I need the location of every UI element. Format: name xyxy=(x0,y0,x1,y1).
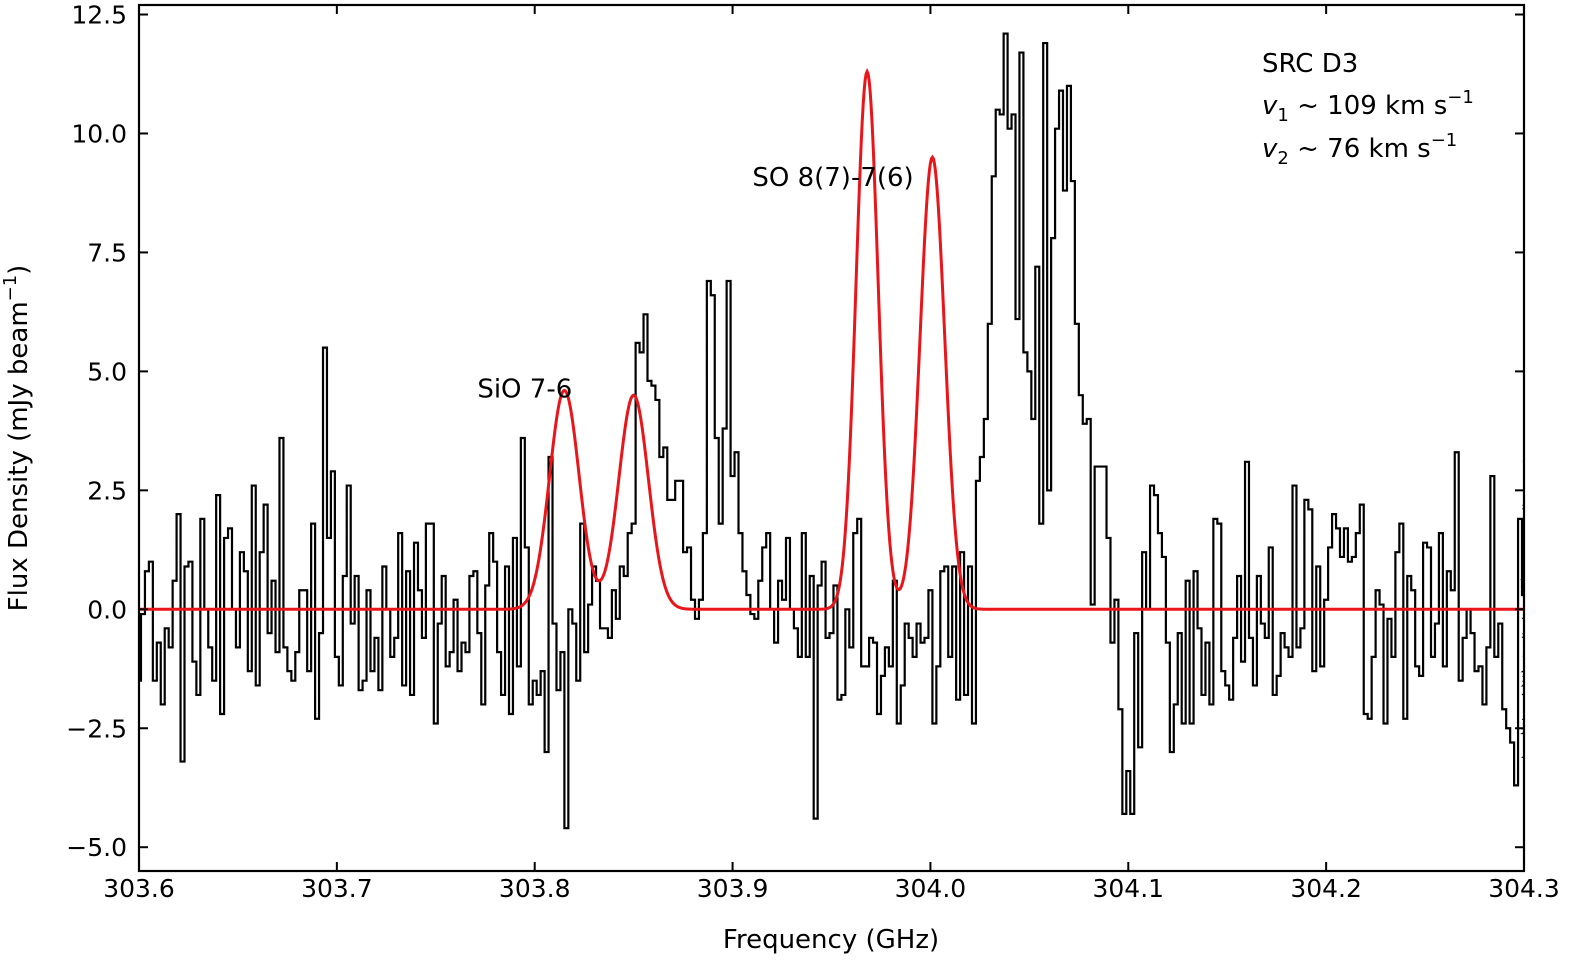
plot-area xyxy=(139,32,1524,830)
y-axis-title-close: ) xyxy=(4,265,34,275)
x-tick-label: 303.7 xyxy=(301,874,373,903)
line-annotation: SO 8(7)-7(6) xyxy=(752,163,913,193)
y-tick-label: 10.0 xyxy=(71,119,127,148)
y-tick-label: 5.0 xyxy=(87,357,127,386)
y-tick-label: 12.5 xyxy=(71,1,127,30)
y-tick-label: 7.5 xyxy=(87,238,127,267)
x-tick-label: 303.8 xyxy=(499,874,571,903)
velocity-2-var: v xyxy=(1262,134,1278,164)
velocity-1-var: v xyxy=(1262,91,1278,121)
velocity-1-value: ~ 109 km s xyxy=(1289,91,1447,121)
velocity-2-exponent: −1 xyxy=(1431,130,1458,151)
x-tick-label: 304.3 xyxy=(1488,874,1560,903)
x-tick-label: 304.2 xyxy=(1290,874,1362,903)
axis-ticks: 303.6 303.7 303.8 303.9 304.0 304.1 304.2 304.3… xyxy=(66,1,1560,903)
x-tick-label: 303.9 xyxy=(697,874,769,903)
y-tick-label: 2.5 xyxy=(87,476,127,505)
y-axis-title-exponent: −1 xyxy=(0,275,21,302)
line-annotation: SiO 7-6 xyxy=(477,375,572,405)
x-tick-label: 303.6 xyxy=(103,874,175,903)
line-annotations: SiO 7-6 SO 8(7)-7(6) xyxy=(477,163,913,405)
source-name: SRC D3 xyxy=(1262,49,1358,79)
velocity-2-label: v2 ~ 76 km s−1 xyxy=(1262,130,1457,169)
gaussian-fit-line xyxy=(139,68,1524,611)
y-tick-label: 0.0 xyxy=(87,595,127,624)
velocity-2-value: ~ 76 km s xyxy=(1289,134,1431,164)
velocity-2-sub: 2 xyxy=(1277,148,1288,169)
velocity-1-sub: 1 xyxy=(1277,105,1288,126)
x-tick-label: 304.0 xyxy=(895,874,967,903)
x-axis-title: Frequency (GHz) xyxy=(723,925,939,955)
y-tick-label: −2.5 xyxy=(66,714,127,743)
velocity-1-exponent: −1 xyxy=(1447,87,1474,108)
y-axis-title: Flux Density (mJy beam−1) xyxy=(0,265,34,612)
y-axis-title-main: Flux Density (mJy beam xyxy=(4,301,34,611)
y-tick-label: −5.0 xyxy=(66,833,127,862)
axes-frame xyxy=(137,3,1526,873)
velocity-1-label: v1 ~ 109 km s−1 xyxy=(1262,87,1474,126)
spectrum-step-line xyxy=(139,32,1524,830)
x-tick-label: 304.1 xyxy=(1092,874,1164,903)
source-info-box: SRC D3 v1 ~ 109 km s−1 v2 ~ 76 km s−1 xyxy=(1262,49,1474,169)
